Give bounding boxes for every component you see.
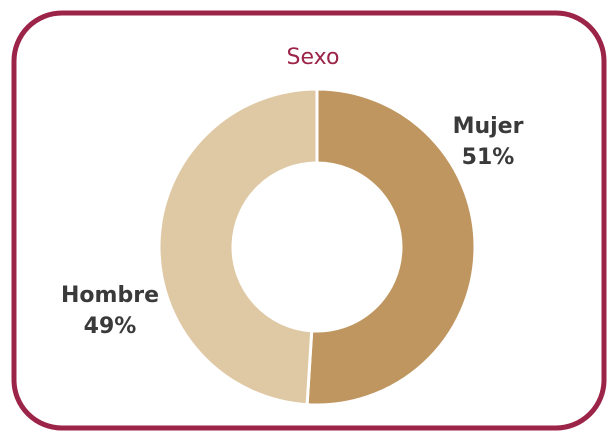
donut-slice	[157, 87, 319, 407]
chart-title: Sexo	[287, 45, 340, 70]
slice-category-label: Mujer	[453, 114, 524, 139]
donut-slice	[305, 87, 477, 407]
slice-category-label: Hombre	[61, 283, 159, 308]
slice-value-label: 51%	[462, 145, 515, 170]
slice-value-label: 49%	[84, 314, 137, 339]
